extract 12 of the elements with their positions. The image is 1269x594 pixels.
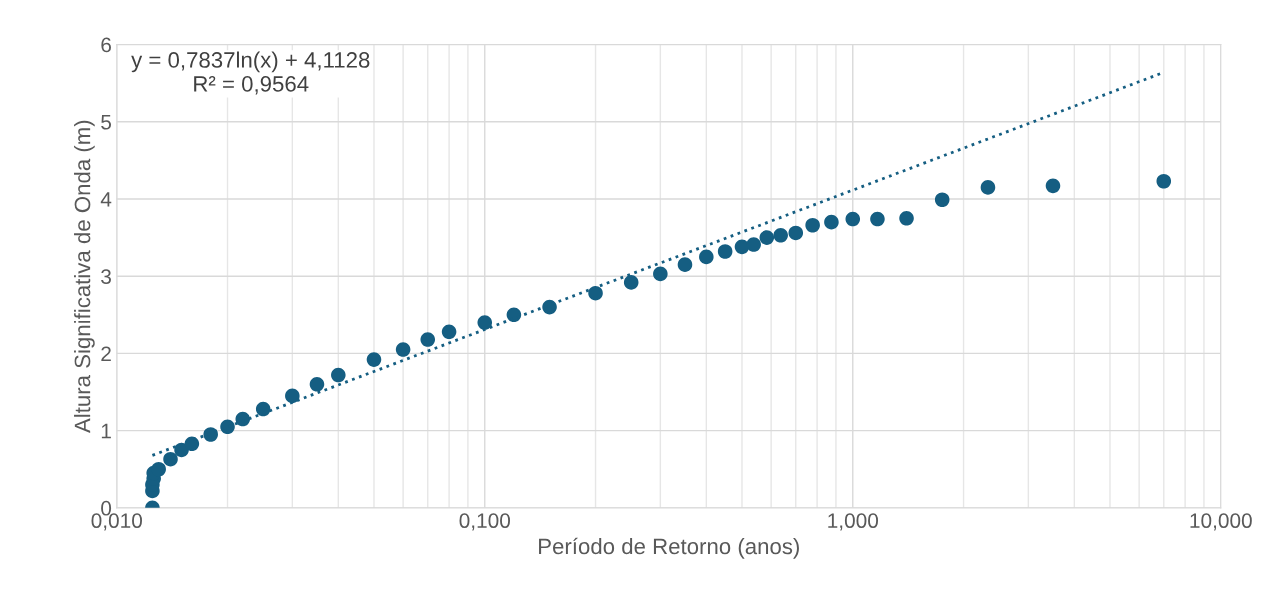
y-tick-label: 4 [100,192,112,207]
x-axis-title: Período de Retorno (anos) [539,537,799,559]
annotation: y = 0,7837ln(x) + 4,1128 R² = 0,9564 [131,51,370,95]
y-tick-label: 3 [101,269,111,284]
y-tick-label: 6 [101,37,111,53]
y-axis-title: Altura Significativa de Onda (m) [74,120,95,434]
y-tick-label: 1 [101,423,111,439]
y-tick-label: 2 [101,346,111,361]
y-tick-label: 5 [101,114,112,130]
x-tick-label: 0,100 [459,513,511,531]
x-tick-label: 10,000 [1190,513,1252,531]
x-tick-label: 1,000 [828,513,879,531]
